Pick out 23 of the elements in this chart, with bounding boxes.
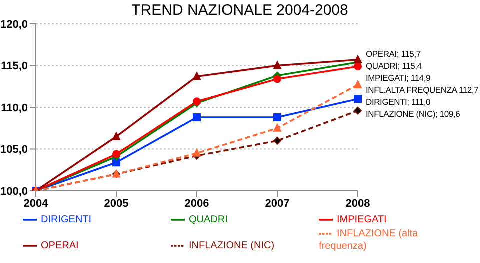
chart-title: TREND NAZIONALE 2004-2008 [130,2,350,19]
y-tick-label: 110,0 [1,102,28,114]
x-tick-label: 2004 [24,198,50,210]
x-tick-label: 2008 [346,198,370,210]
y-tick-label: 115,0 [1,60,28,73]
data-label: OPERAI; 115,7 [366,49,422,60]
x-tick-label: 2006 [184,198,210,210]
legend-label: DIRIGENTI [41,214,92,226]
x-tick-label: 2005 [104,198,129,210]
y-tick-label: 120,0 [0,18,28,31]
data-label: INFL.ALTA FREQUENZA 112,7 [366,85,480,96]
legend-label: INFLAZIONE (NIC) [189,241,275,252]
legend-label: OPERAI [41,241,79,252]
legend-label: IMPIEGATI [337,214,387,226]
y-tick-label: 105,0 [0,144,28,156]
data-label: QUADRI; 115,4 [366,61,422,72]
legend-label: INFLAZIONE (alta frequenza) [319,228,418,252]
legend-label: QUADRI [189,214,228,226]
y-tick-label: 100,0 [0,186,28,198]
data-label: IMPIEGATI; 114,9 [366,73,431,84]
x-tick-label: 2007 [265,198,290,210]
data-label: DIRIGENTI; 111,0 [366,97,431,108]
data-label: INFLAZIONE (NIC); 109,6 [366,109,461,120]
